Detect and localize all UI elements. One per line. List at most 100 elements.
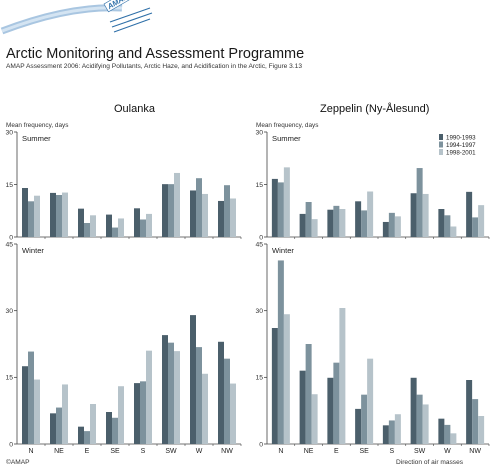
oulanka-winter-bar-se-s3 [118,386,124,444]
zeppelin-winter-y-tick-label: 15 [255,375,263,382]
zeppelin-summer-bar-ne-s3 [311,219,318,237]
zeppelin-x-tick-label: NE [304,448,314,455]
zeppelin-summer-bar-se-s1 [355,201,362,237]
zeppelin-winter-bar-nw-s3 [478,416,485,444]
zeppelin-winter-bar-n-s1 [271,328,278,444]
oulanka-summer-bar-sw-s1 [162,184,168,237]
zeppelin-summer-bar-sw-s1 [410,193,417,237]
y-axis-label-right: Mean frequency, days [256,122,319,129]
amap-logo: AMAP [0,0,153,35]
oulanka-summer-bar-w-s3 [202,193,208,237]
oulanka-summer-bar-sw-s3 [174,172,180,237]
oulanka-summer-bar-ne-s3 [62,192,68,237]
zeppelin-x-tick-label: E [334,448,339,455]
zeppelin-summer-bar-n-s3 [283,167,290,237]
oulanka-summer-bar-s-s3 [146,213,152,237]
zeppelin-summer-panel-label: Summer [272,134,301,143]
zeppelin-winter-bar-ne-s1 [299,370,306,444]
oulanka-winter-bar-ne-s3 [62,384,68,444]
oulanka-winter-bar-sw-s3 [174,351,180,444]
zeppelin-winter-bar-s-s1 [382,425,389,444]
oulanka-winter-bar-ne-s1 [50,413,56,444]
oulanka-summer-bar-ne-s1 [50,192,56,237]
oulanka-winter-bar-nw-s1 [218,341,224,444]
zeppelin-summer-bar-nw-s1 [466,191,473,237]
oulanka-summer-y-tick-label: 15 [5,182,13,189]
oulanka-winter-bar-s-s1 [134,383,140,444]
oulanka-winter-bar-nw-s2 [224,358,230,444]
oulanka-winter-bar-se-s1 [106,412,112,444]
zeppelin-winter-bar-e-s2 [333,362,340,444]
zeppelin-summer-bar-e-s1 [327,209,334,237]
oulanka-x-tick-label: N [28,448,33,455]
oulanka-x-tick-label: W [196,448,203,455]
zeppelin-winter-bar-ne-s3 [311,394,318,444]
oulanka-summer-bar-nw-s3 [230,198,236,237]
oulanka-winter-bar-w-s1 [190,315,196,444]
oulanka-summer-bar-e-s1 [78,208,84,237]
x-axis-label: Direction of air masses [396,459,464,466]
zeppelin-winter-bar-se-s1 [355,408,362,444]
zeppelin-winter-bar-ne-s2 [305,344,312,444]
zeppelin-winter-bar-s-s2 [388,420,395,444]
zeppelin-legend-label: 1990-1993 [446,134,476,141]
zeppelin-summer-bar-nw-s3 [478,205,485,237]
zeppelin-legend-label: 1998-2001 [446,149,476,156]
oulanka-x-tick-label: E [85,448,90,455]
zeppelin-legend-swatch [439,149,443,155]
zeppelin-winter-bar-s-s3 [394,414,401,444]
header: AMAP Arctic Monitoring and Assessment Pr… [0,0,494,78]
zeppelin-winter-bar-n-s2 [277,260,284,444]
zeppelin-x-tick-label: SE [359,448,369,455]
zeppelin-winter-bar-e-s1 [327,377,334,444]
oulanka-winter-y-tick-label: 15 [5,375,13,382]
oulanka-summer-y-tick-label: 30 [5,129,13,136]
zeppelin-x-tick-label: W [444,448,451,455]
zeppelin-summer-bar-se-s3 [367,191,374,237]
oulanka-winter-bar-s-s3 [146,350,152,444]
oulanka-summer-bar-se-s2 [112,227,118,237]
oulanka-winter-bar-n-s1 [22,366,28,444]
zeppelin-winter-bar-n-s3 [283,314,290,444]
oulanka-x-tick-label: SW [165,448,177,455]
oulanka-summer-bar-nw-s1 [218,200,224,237]
zeppelin-summer-bar-s-s1 [382,221,389,237]
oulanka-winter-y-tick-label: 45 [5,241,13,248]
oulanka-summer-bar-se-s1 [106,214,112,237]
zeppelin-summer-y-tick-label: 15 [255,182,263,189]
oulanka-winter-bar-w-s2 [196,347,202,444]
zeppelin-summer-bar-sw-s2 [416,168,423,237]
oulanka-summer-bar-e-s2 [84,223,90,237]
oulanka-summer-panel-label: Summer [22,134,51,143]
oulanka-summer-bar-w-s1 [190,190,196,237]
zeppelin-winter-y-tick-label: 0 [259,441,263,448]
oulanka-winter-bar-s-s2 [140,381,146,444]
zeppelin-x-tick-label: S [390,448,395,455]
zeppelin-summer-bar-w-s1 [438,209,445,237]
oulanka-winter-bar-w-s3 [202,373,208,444]
zeppelin-summer-bar-nw-s2 [472,217,479,237]
zeppelin-winter-y-tick-label: 45 [255,241,263,248]
zeppelin-legend-swatch [439,141,443,148]
page-title: Arctic Monitoring and Assessment Program… [6,46,305,62]
y-axis-label-left: Mean frequency, days [6,122,69,129]
zeppelin-summer-bar-ne-s1 [299,213,306,237]
oulanka-winter-bar-nw-s3 [230,383,236,444]
oulanka-summer-y-tick-label: 0 [9,234,13,241]
zeppelin-winter-bar-w-s1 [438,418,445,444]
zeppelin-x-tick-label: SW [414,448,426,455]
zeppelin-x-tick-label: NW [469,448,481,455]
oulanka-summer-bar-s-s2 [140,219,146,237]
zeppelin-summer-bar-sw-s3 [422,193,429,237]
zeppelin-summer-bar-n-s2 [277,182,284,237]
oulanka-x-tick-label: NW [221,448,233,455]
oulanka-winter-panel-label: Winter [22,246,44,255]
oulanka-x-tick-label: SE [110,448,120,455]
page-subtitle: AMAP Assessment 2006: Acidifying Polluta… [6,63,303,70]
zeppelin-summer-bar-w-s2 [444,215,451,237]
zeppelin-summer-bar-ne-s2 [305,202,312,237]
zeppelin-winter-panel-label: Winter [272,246,294,255]
oulanka-x-tick-label: S [141,448,146,455]
zeppelin-winter-bar-sw-s3 [422,404,429,444]
